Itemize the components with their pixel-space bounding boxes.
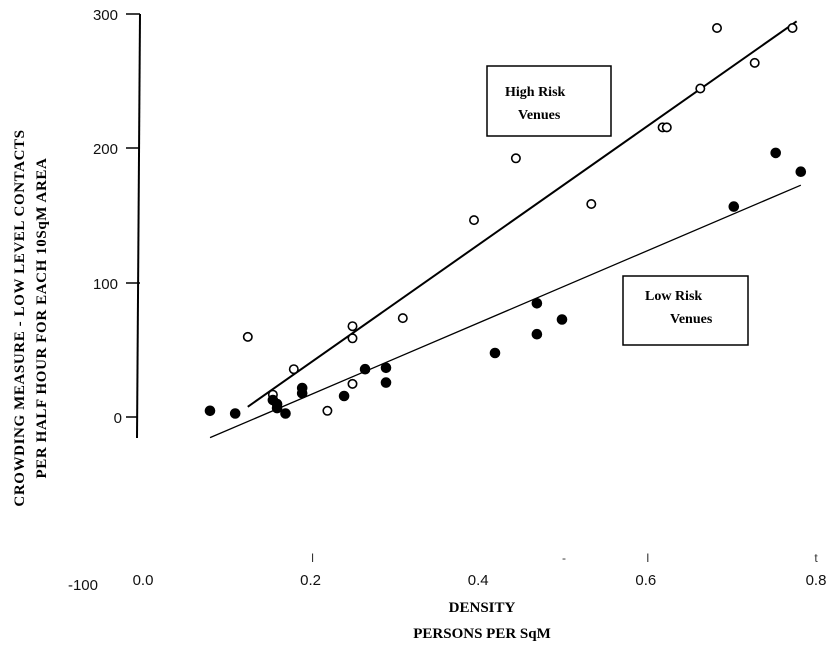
point-high-16 [787,22,798,33]
y-tick-label-100: 100 [93,276,118,293]
point-low-10 [380,362,392,374]
stray-mark-0: I [311,551,314,565]
point-low-17 [770,147,782,159]
point-low-9 [359,363,371,375]
point-high-9 [510,153,521,164]
annotation-high-risk: High Risk Venues [486,65,612,137]
annotation-high-risk-box [486,65,612,137]
point-high-4 [347,321,358,332]
annotation-low-risk-line-2: Venues [670,312,713,327]
point-high-14 [711,22,722,33]
series-high-risk-points [242,22,798,416]
point-low-7 [296,388,308,399]
point-low-5 [280,408,291,419]
point-low-8 [338,390,350,402]
point-low-16 [728,201,740,212]
y-axis-label-line-1: CROWDING MEASURE - LOW LEVEL CONTACTS [12,129,28,506]
point-high-3 [322,405,333,416]
x-tick-labels: 0.0 0.2 0.4 0.6 0.8 [133,572,827,589]
annotation-high-risk-line-1: High Risk [505,85,566,100]
x-axis-label-line-2: PERSONS PER SqM [413,626,551,642]
x-tick-label-0-8: 0.8 [806,572,827,589]
y-tick-labels: 300 200 100 0 -100 [68,7,122,594]
point-low-13 [531,298,543,309]
point-low-11 [380,377,392,388]
stray-mark-3: t [814,551,818,565]
x-tick-label-0-2: 0.2 [300,572,321,589]
y-axis-line-upper [136,13,141,439]
y-tick-label-neg100: -100 [68,577,98,594]
point-high-6 [347,378,358,389]
point-high-12 [661,122,672,133]
annotation-high-risk-line-2: Venues [518,108,561,123]
point-low-14 [531,328,543,340]
annotation-low-risk-line-1: Low Risk [645,289,702,304]
point-low-1 [229,408,241,419]
point-high-7 [397,313,408,324]
stray-mark-2: I [646,551,649,565]
point-high-0 [242,331,253,342]
point-low-15 [556,314,568,325]
y-tick-label-200: 200 [93,141,118,158]
stray-mark-1: - [562,551,566,565]
point-low-4 [271,402,283,414]
annotation-low-risk: Low Risk Venues [622,275,749,346]
point-low-18 [795,166,807,177]
point-high-15 [749,57,760,68]
trendline-high-risk [247,20,798,408]
x-tick-label-0-4: 0.4 [468,572,489,589]
point-high-13 [695,83,706,94]
point-high-5 [347,333,358,344]
y-tick-label-0: 0 [114,410,122,427]
point-high-10 [586,199,597,210]
x-tick-label-0-0: 0.0 [133,572,154,589]
series-low-risk-points [204,147,807,419]
point-high-2 [288,364,299,375]
x-axis-label-line-1: DENSITY [449,600,516,616]
point-low-0 [204,405,216,417]
annotation-low-risk-box [622,275,749,346]
point-low-12 [489,347,501,359]
trendline-low-risk [209,184,802,439]
point-high-8 [468,215,479,226]
y-tick-label-300: 300 [93,7,118,24]
x-tick-label-0-6: 0.6 [635,572,656,589]
y-axis-label-line-2: PER HALF HOUR FOR EACH 10SqM AREA [34,158,50,479]
